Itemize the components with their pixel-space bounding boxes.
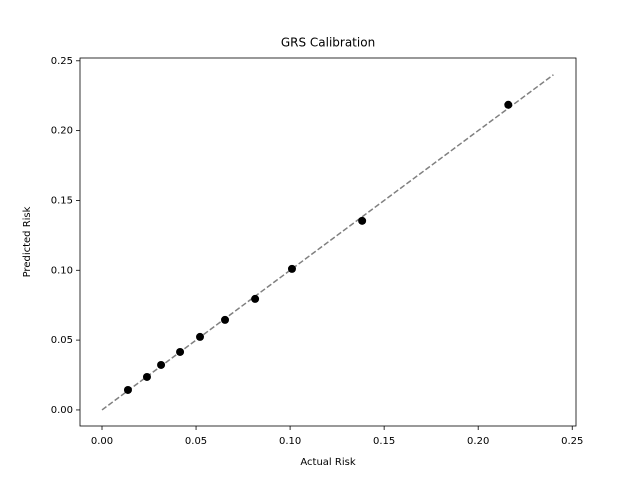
- x-tick-label: 0.25: [561, 436, 583, 447]
- point: [287, 264, 296, 273]
- reference-line: [101, 74, 554, 411]
- chart-title: GRS Calibration: [281, 36, 375, 50]
- point: [358, 216, 367, 225]
- y-tick-label: 0.25: [51, 56, 73, 67]
- y-tick-label: 0.10: [51, 265, 73, 276]
- y-tick-label: 0.20: [51, 126, 73, 137]
- point: [504, 100, 513, 109]
- point: [123, 385, 132, 394]
- x-tick-label: 0.00: [91, 436, 113, 447]
- y-tick-label: 0.15: [51, 195, 73, 206]
- y-tick-label: 0.00: [51, 405, 73, 416]
- y-tick-label: 0.05: [51, 335, 73, 346]
- x-tick-label: 0.10: [279, 436, 301, 447]
- point: [251, 294, 260, 303]
- y-axis-label: Predicted Risk: [22, 206, 33, 277]
- point: [157, 360, 166, 369]
- x-tick-label: 0.15: [373, 436, 395, 447]
- x-tick-label: 0.20: [467, 436, 489, 447]
- point: [196, 332, 205, 341]
- plot-frame: [79, 57, 577, 427]
- point: [221, 315, 230, 324]
- point: [176, 347, 185, 356]
- point: [142, 372, 151, 381]
- x-tick-label: 0.05: [185, 436, 207, 447]
- x-axis-label: Actual Risk: [300, 457, 355, 468]
